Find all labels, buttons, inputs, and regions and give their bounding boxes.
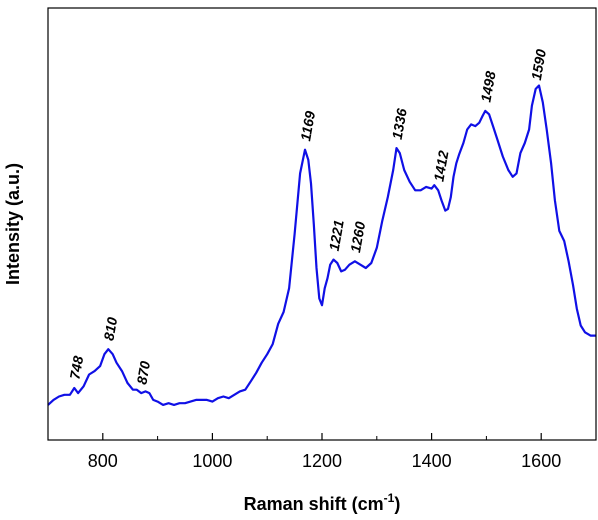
- plot-frame: [47, 7, 597, 441]
- peak-label: 870: [133, 360, 153, 386]
- x-tick-label: 1600: [521, 451, 561, 471]
- x-axis-title-sup: -1: [384, 491, 395, 505]
- spectrum-line: [47, 84, 596, 406]
- peak-label: 1260: [347, 220, 368, 254]
- x-tick-marks: [47, 433, 597, 440]
- x-tick-labels: 800 1000 1200 1400 1600: [88, 451, 561, 471]
- x-tick-label: 1000: [192, 451, 232, 471]
- peak-label: 810: [100, 316, 120, 342]
- y-axis-title: Intensity (a.u.): [3, 163, 23, 285]
- x-tick-label: 1200: [302, 451, 342, 471]
- peak-label: 1498: [477, 70, 498, 104]
- x-axis-title-main: Raman shift (cm: [244, 494, 384, 514]
- peak-label: 1590: [528, 48, 549, 82]
- peak-label: 1336: [389, 107, 410, 141]
- x-tick-label: 1400: [412, 451, 452, 471]
- peak-label: 1221: [326, 218, 347, 252]
- peak-labels: 748 810 870 1169 1221 1260 1336 1412 1498 1590: [66, 48, 549, 386]
- x-axis-title: Raman shift (cm-1): [244, 491, 401, 514]
- x-tick-label: 800: [88, 451, 118, 471]
- x-axis-title-close: ): [394, 494, 400, 514]
- peak-label: 1412: [430, 149, 451, 183]
- peak-label: 1169: [297, 110, 318, 143]
- peak-label: 748: [66, 355, 86, 381]
